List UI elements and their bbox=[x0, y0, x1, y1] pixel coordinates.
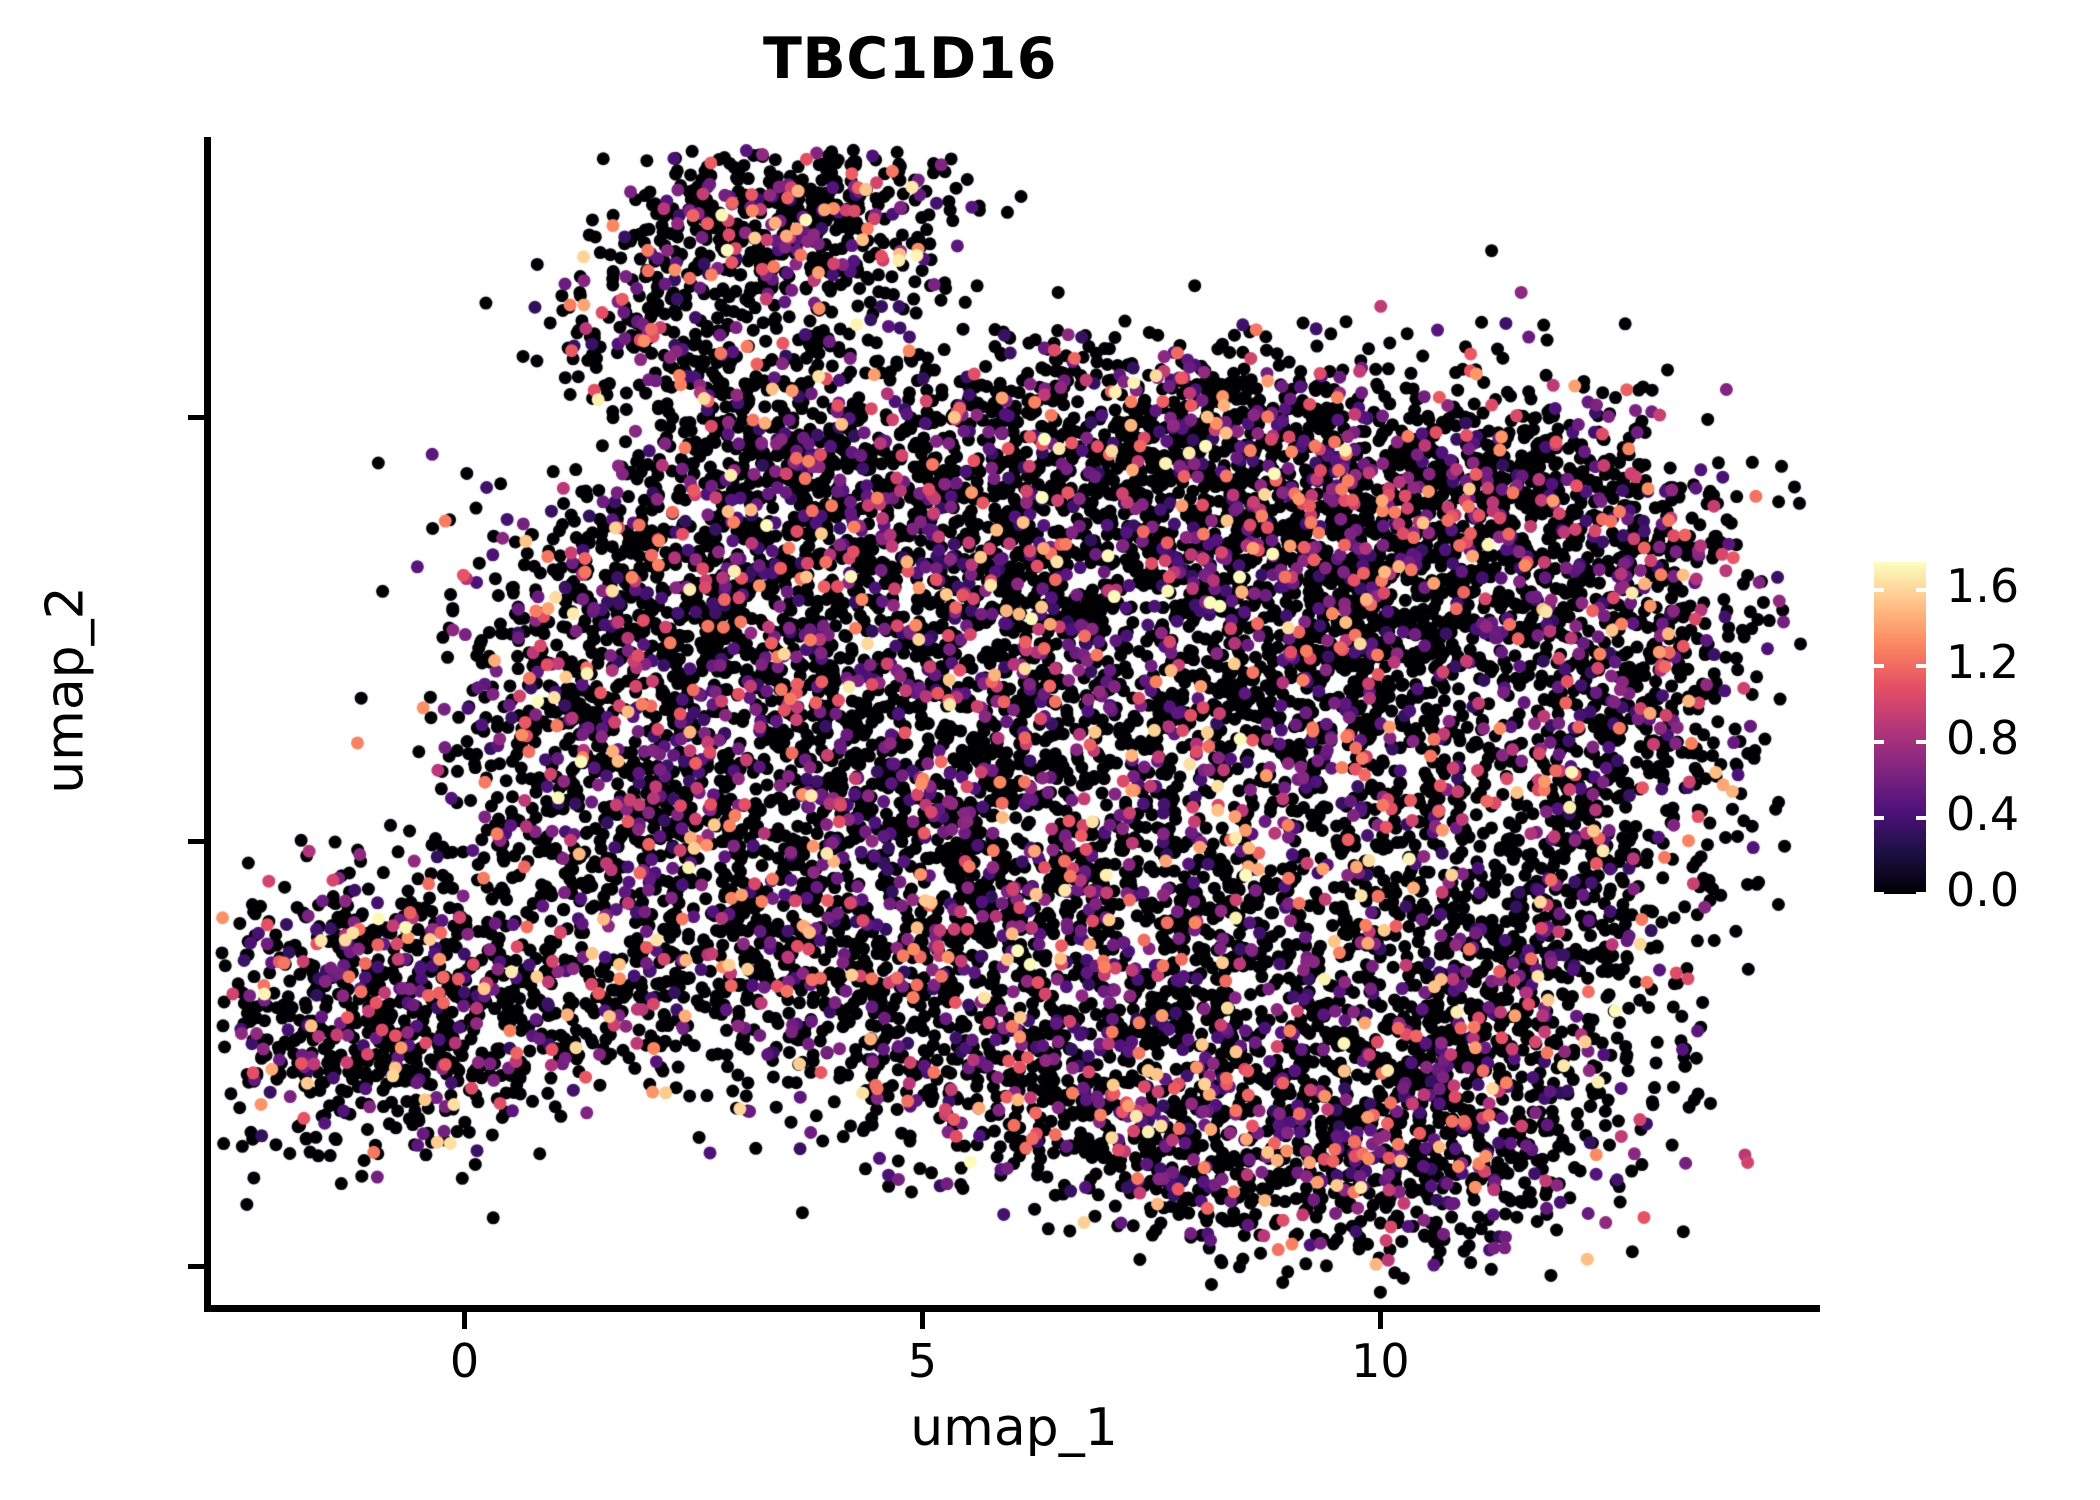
y-tick-mark bbox=[188, 1263, 205, 1269]
scatter-point-cloud bbox=[208, 137, 1820, 1308]
x-tick-label: 10 bbox=[1351, 1334, 1410, 1388]
colorbar-tick-mark bbox=[1874, 664, 1926, 669]
colorbar-tick-mark bbox=[1874, 892, 1926, 896]
colorbar-tick-label: 0.8 bbox=[1946, 711, 2020, 766]
colorbar-tick-label: 1.6 bbox=[1946, 559, 2020, 614]
colorbar-tick-mark bbox=[1874, 740, 1926, 745]
colorbar-tick-label: 0.4 bbox=[1946, 787, 2020, 842]
x-axis-label: umap_1 bbox=[910, 1398, 1118, 1458]
x-tick-label: 5 bbox=[907, 1334, 938, 1388]
x-tick-mark bbox=[462, 1312, 468, 1329]
y-tick-mark bbox=[188, 415, 205, 421]
colorbar-gradient bbox=[1874, 562, 1926, 894]
y-axis-spine bbox=[204, 137, 211, 1312]
colorbar-tick-mark bbox=[1874, 588, 1926, 593]
page-title: TBC1D16 bbox=[763, 26, 1057, 92]
colorbar-legend: 0.0 0.4 0.8 1.2 1.6 bbox=[1874, 559, 2074, 917]
x-tick-label: 0 bbox=[449, 1334, 480, 1388]
colorbar-tick-label: 1.2 bbox=[1946, 635, 2020, 690]
x-tick-mark bbox=[920, 1312, 926, 1329]
x-axis-spine bbox=[204, 1305, 1820, 1312]
colorbar-tick-mark bbox=[1874, 816, 1926, 821]
y-axis-label: umap_2 bbox=[35, 586, 96, 794]
plot-area bbox=[208, 137, 1820, 1308]
y-tick-mark bbox=[188, 839, 205, 845]
x-tick-mark bbox=[1378, 1312, 1384, 1329]
colorbar-tick-label: 0.0 bbox=[1946, 863, 2020, 917]
